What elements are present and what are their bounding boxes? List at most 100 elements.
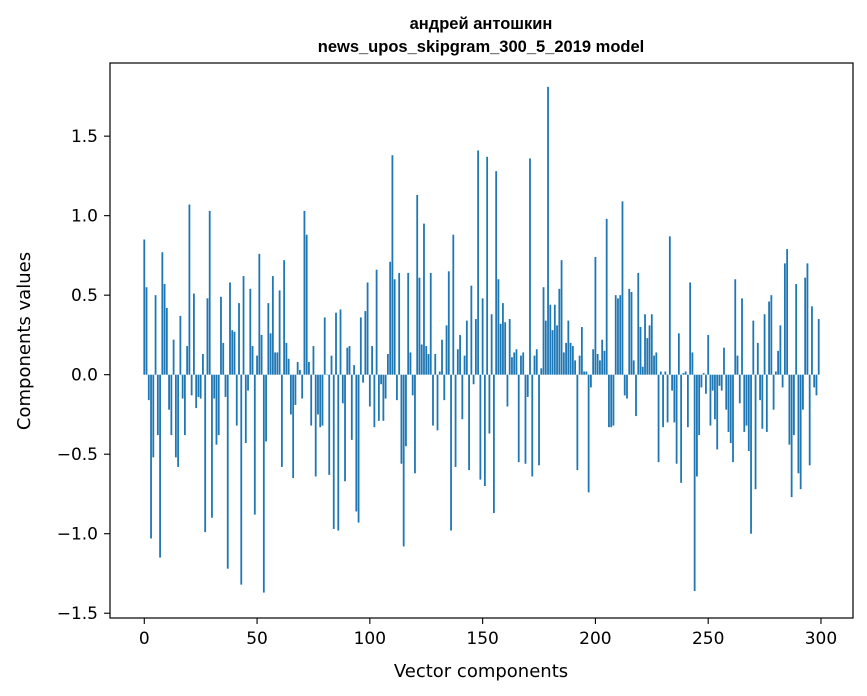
bar bbox=[332, 374, 335, 529]
bar bbox=[366, 282, 369, 375]
bar bbox=[601, 339, 604, 375]
bar bbox=[641, 366, 644, 375]
bar bbox=[269, 333, 272, 375]
bar bbox=[750, 374, 752, 534]
bar bbox=[549, 304, 552, 375]
bar bbox=[542, 287, 545, 375]
bar bbox=[526, 374, 529, 397]
bar bbox=[806, 263, 809, 375]
bar bbox=[666, 374, 669, 423]
bar bbox=[596, 354, 599, 375]
bar bbox=[774, 371, 777, 375]
y-axis-label: Components values bbox=[14, 252, 35, 430]
bar bbox=[285, 342, 288, 375]
bar bbox=[592, 349, 595, 375]
bar bbox=[310, 374, 313, 426]
bar bbox=[208, 210, 211, 375]
bar bbox=[723, 347, 725, 375]
bar bbox=[402, 374, 405, 547]
bar bbox=[314, 374, 317, 477]
x-tick-label: 250 bbox=[692, 629, 724, 649]
bar bbox=[301, 374, 304, 399]
bar bbox=[538, 374, 540, 466]
bar bbox=[224, 374, 227, 397]
bar bbox=[783, 263, 786, 375]
bar bbox=[752, 320, 755, 375]
bar bbox=[323, 317, 326, 375]
bar bbox=[790, 374, 793, 498]
bar bbox=[382, 374, 385, 421]
bar bbox=[696, 374, 698, 477]
bar bbox=[621, 201, 624, 375]
bar bbox=[797, 374, 800, 474]
bar bbox=[204, 374, 207, 533]
bar bbox=[583, 371, 586, 375]
bar bbox=[389, 261, 392, 375]
bar bbox=[540, 368, 543, 375]
bar bbox=[682, 373, 685, 375]
bar bbox=[472, 374, 475, 385]
bar bbox=[562, 352, 565, 375]
bar bbox=[711, 374, 714, 391]
bar bbox=[456, 349, 459, 375]
bar bbox=[560, 260, 563, 375]
bar bbox=[258, 253, 261, 375]
bar bbox=[226, 374, 229, 569]
bar bbox=[612, 374, 615, 426]
bar bbox=[434, 354, 437, 375]
bar bbox=[639, 326, 642, 375]
bar bbox=[693, 374, 696, 591]
bar bbox=[664, 371, 667, 375]
bar bbox=[407, 272, 410, 375]
bar bbox=[720, 374, 723, 391]
bar bbox=[195, 374, 198, 409]
bar bbox=[278, 290, 281, 375]
x-axis-label: Vector components bbox=[394, 661, 568, 682]
bar bbox=[240, 374, 243, 585]
bar bbox=[188, 204, 191, 375]
bar bbox=[357, 374, 360, 523]
bar bbox=[280, 374, 283, 467]
bar bbox=[781, 374, 784, 388]
bar bbox=[443, 374, 446, 401]
bar bbox=[779, 325, 782, 375]
bar bbox=[179, 315, 182, 375]
bar bbox=[531, 374, 534, 477]
bar bbox=[644, 314, 646, 375]
bar bbox=[662, 374, 664, 428]
bar bbox=[502, 303, 504, 375]
bar bbox=[411, 374, 414, 396]
bar bbox=[235, 374, 238, 426]
bar bbox=[729, 374, 732, 444]
bar bbox=[511, 357, 513, 375]
bar bbox=[799, 374, 802, 490]
bar bbox=[747, 374, 750, 452]
bar bbox=[217, 374, 220, 436]
bar bbox=[677, 333, 680, 375]
bar bbox=[565, 342, 567, 375]
bar bbox=[335, 312, 337, 375]
bar bbox=[668, 236, 671, 375]
bar bbox=[283, 260, 286, 375]
bar bbox=[788, 374, 791, 445]
bar bbox=[186, 346, 189, 375]
bar bbox=[405, 374, 407, 447]
bar bbox=[569, 342, 572, 375]
bar bbox=[811, 306, 813, 375]
bar bbox=[244, 374, 247, 444]
bar bbox=[459, 334, 461, 375]
y-tick-label: 1.5 bbox=[71, 127, 98, 147]
chart-title: андрей антошкин bbox=[410, 15, 553, 33]
bar bbox=[544, 320, 547, 375]
bar bbox=[802, 374, 804, 410]
bar bbox=[657, 374, 660, 463]
bar bbox=[698, 374, 701, 436]
bar bbox=[253, 374, 256, 515]
bar bbox=[628, 288, 631, 375]
bar bbox=[362, 374, 364, 383]
bar bbox=[143, 239, 146, 375]
bar bbox=[292, 374, 295, 479]
bar bbox=[567, 320, 570, 375]
bar bbox=[477, 150, 480, 375]
